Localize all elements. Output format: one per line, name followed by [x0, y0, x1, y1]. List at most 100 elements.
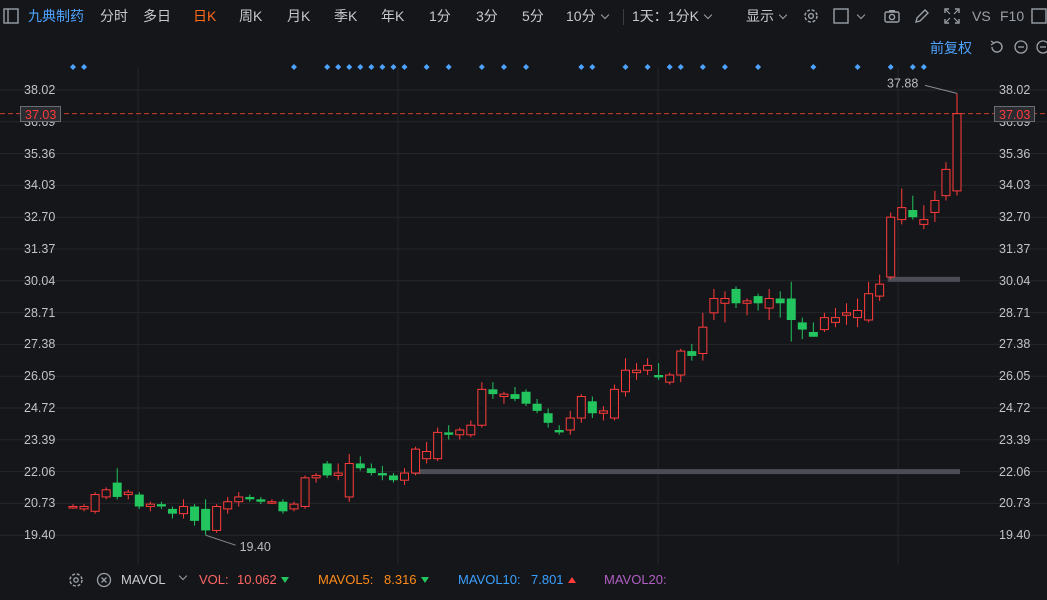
event-marker-icon: [324, 64, 331, 70]
candle: [598, 406, 608, 421]
candle: [565, 410, 575, 435]
period-tab-yearly[interactable]: 年K: [381, 8, 405, 24]
y-tick-label-left: 34.03: [24, 178, 56, 193]
window-icon[interactable]: [1030, 7, 1047, 25]
candle: [278, 499, 288, 514]
candle-body: [842, 312, 851, 316]
stock-name[interactable]: 九典制药: [28, 8, 84, 24]
y-tick-label-right: 22.06: [999, 464, 1031, 479]
y-tick-label-right: 20.73: [999, 496, 1031, 511]
candle: [665, 372, 675, 385]
indicator-name[interactable]: MAVOL: [121, 572, 166, 587]
candle: [842, 303, 851, 325]
candle-body: [112, 482, 122, 497]
candle: [167, 506, 177, 519]
period-tab-intraday[interactable]: 分时: [100, 8, 128, 24]
candle: [377, 465, 387, 481]
candle: [797, 317, 807, 340]
event-marker-icon: [478, 64, 485, 70]
period-tab-multiday[interactable]: 多日: [143, 8, 171, 24]
candle-body: [300, 477, 310, 508]
candle-body: [267, 501, 277, 504]
candle-body: [886, 216, 896, 278]
candle: [587, 396, 597, 419]
y-tick-label-left: 22.06: [24, 464, 56, 479]
candle-body: [609, 388, 619, 419]
period-tab-monthly[interactable]: 月K: [287, 8, 311, 24]
y-tick-label-right: 30.04: [999, 273, 1031, 288]
indicator-close-icon[interactable]: [95, 571, 113, 589]
adjust-mode-label[interactable]: 前复权: [930, 40, 972, 56]
camera-icon[interactable]: [883, 7, 901, 25]
candle: [687, 343, 697, 361]
candle-body: [344, 462, 354, 498]
candle-body: [565, 417, 575, 431]
period-tab-weekly[interactable]: 周K: [239, 8, 263, 24]
period-tab-daily[interactable]: 日K: [193, 8, 217, 24]
zoom-in-icon[interactable]: [1034, 38, 1047, 56]
event-marker-icon: [390, 64, 397, 70]
zoom-out-icon[interactable]: [1012, 38, 1030, 56]
event-marker-icon: [523, 64, 530, 70]
event-marker-icon: [368, 64, 375, 70]
down-arrow-icon: [280, 577, 289, 583]
period-tab-1min[interactable]: 1分: [429, 8, 451, 24]
event-marker-icon: [81, 64, 88, 70]
indicator-dropdown-caret[interactable]: [174, 570, 186, 586]
candle-body: [897, 207, 907, 221]
candle: [853, 298, 863, 328]
candle: [919, 205, 929, 230]
event-marker-icon: [357, 64, 364, 70]
y-tick-label-right: 19.40: [999, 528, 1031, 543]
candle-body: [179, 506, 188, 515]
event-marker-icon: [677, 64, 684, 70]
y-tick-label-left: 27.38: [24, 337, 56, 352]
fullscreen-icon[interactable]: [943, 7, 961, 25]
candle: [366, 463, 376, 476]
square-icon[interactable]: [832, 7, 850, 25]
event-markers: [70, 64, 927, 70]
candle-body: [388, 475, 398, 481]
period-tab-10min[interactable]: 10分: [566, 8, 608, 24]
candle: [742, 298, 752, 316]
y-tick-label-right: 28.71: [999, 305, 1031, 320]
event-marker-icon: [578, 64, 585, 70]
y-tick-label-left: 24.72: [24, 401, 56, 415]
f10-button[interactable]: F10: [1000, 8, 1025, 24]
display-select[interactable]: 显示: [746, 8, 786, 24]
candle: [543, 408, 553, 428]
vs-compare-button[interactable]: VS: [972, 8, 991, 24]
candle: [466, 420, 476, 438]
period-tab-quarterly[interactable]: 季K: [334, 8, 358, 24]
reset-icon[interactable]: [988, 38, 1006, 56]
period-tab-3min[interactable]: 3分: [476, 8, 498, 24]
gear-icon[interactable]: [802, 7, 820, 25]
mavol5-value: 8.316: [384, 572, 429, 588]
y-tick-label-left: 31.37: [24, 242, 56, 256]
period-tab-5min[interactable]: 5分: [522, 8, 544, 24]
candle-body: [830, 317, 840, 323]
event-marker-icon: [346, 64, 353, 70]
pencil-icon[interactable]: [913, 7, 931, 25]
candle-body: [411, 448, 421, 474]
candle-body: [698, 326, 708, 354]
candle: [886, 212, 896, 280]
candle-body: [598, 410, 608, 414]
candle: [179, 499, 188, 519]
panel-toggle-icon[interactable]: [2, 7, 20, 25]
candle: [609, 384, 619, 421]
indicator-settings-icon[interactable]: [67, 571, 85, 589]
candle-body: [654, 375, 664, 378]
candle-body: [366, 468, 376, 474]
candle: [521, 389, 531, 407]
interval-select[interactable]: 1天：1分K: [632, 8, 711, 24]
level-lines: [0, 113, 1047, 475]
candle-body: [156, 504, 166, 507]
candle-body: [819, 317, 829, 331]
y-tick-label-left: 26.05: [24, 369, 56, 384]
candle: [698, 312, 708, 361]
candle-body: [941, 168, 951, 197]
event-marker-icon: [721, 64, 728, 70]
chart-grid: [0, 68, 1047, 565]
